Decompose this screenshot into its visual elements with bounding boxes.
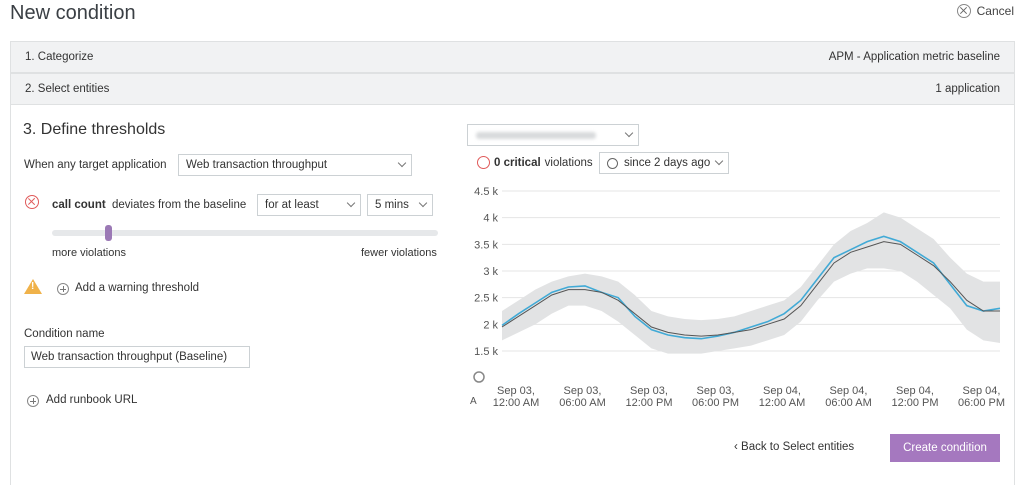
back-label: Back to Select entities [741, 441, 855, 453]
add-warning-link[interactable]: Add a warning threshold [75, 282, 200, 294]
chevron-down-icon [418, 198, 428, 208]
step-categorize[interactable]: 1. Categorize APM - Application metric b… [10, 41, 1015, 73]
target-label: When any target application [24, 159, 167, 171]
baseline-band [502, 212, 1000, 354]
rule-metric: call count [52, 199, 106, 211]
step-value: 1 application [935, 83, 1000, 95]
x-tick-label: 06:00 AM [825, 397, 871, 409]
rule-text: deviates from the baseline [112, 199, 247, 211]
chevron-down-icon [624, 128, 634, 138]
y-tick-label: 2 k [483, 319, 498, 331]
condition-name-label: Condition name [24, 328, 105, 340]
duration-value: 5 mins [375, 199, 409, 211]
y-tick-label: 4 k [483, 213, 498, 225]
x-tick-label: 12:00 PM [625, 397, 672, 409]
critical-icon [477, 156, 490, 169]
x-tick-label: Sep 03, [564, 385, 602, 397]
step-value: APM - Application metric baseline [828, 51, 1000, 63]
critical-icon [25, 195, 39, 209]
chevron-down-icon [397, 158, 407, 168]
create-condition-button[interactable]: Create condition [890, 434, 1000, 462]
y-tick-label: 4.5 k [474, 186, 498, 198]
loading-icon [473, 371, 485, 383]
thresholds-panel [10, 105, 1015, 485]
duration-mode-select[interactable]: for at least [257, 194, 361, 216]
add-icon[interactable] [57, 283, 69, 295]
x-tick-label: 12:00 PM [891, 397, 938, 409]
duration-mode-value: for at least [265, 199, 319, 211]
step-select-entities[interactable]: 2. Select entities 1 application [10, 73, 1015, 105]
x-tick-label: 12:00 AM [759, 397, 805, 409]
y-tick-label: 1.5 k [474, 346, 498, 358]
x-tick-label: 12:00 AM [493, 397, 539, 409]
chevron-down-icon [346, 198, 356, 208]
slider-right-label: fewer violations [361, 247, 437, 259]
back-button[interactable]: ‹ Back to Select entities [734, 441, 855, 453]
cancel-label: Cancel [976, 4, 1014, 18]
x-tick-label: Sep 03, [630, 385, 668, 397]
x-tick-label: Sep 03, [697, 385, 735, 397]
condition-name-value: Web transaction throughput (Baseline) [31, 351, 228, 363]
x-tick-label: Sep 04, [830, 385, 868, 397]
x-tick-label: 06:00 AM [559, 397, 605, 409]
x-tick-label: 06:00 PM [692, 397, 739, 409]
entity-select[interactable] [467, 124, 639, 146]
cancel-button[interactable]: Cancel [956, 4, 1014, 18]
add-runbook-link[interactable]: Add runbook URL [46, 394, 138, 406]
metric-select-value: Web transaction throughput [186, 159, 328, 171]
x-tick-label: Sep 04, [896, 385, 934, 397]
x-tick-label: 06:00 PM [958, 397, 1005, 409]
violations-suffix: violations [544, 156, 593, 169]
actual-series-line [501, 235, 1001, 340]
step-label: 1. Categorize [25, 51, 94, 63]
warning-icon [24, 279, 42, 294]
x-tick-cut-label: A [470, 396, 477, 407]
sensitivity-slider-track[interactable] [52, 230, 438, 236]
step-label: 2. Select entities [25, 83, 110, 95]
slider-left-label: more violations [52, 247, 126, 259]
sensitivity-slider-knob[interactable] [105, 225, 112, 241]
x-tick-label: Sep 03, [497, 385, 535, 397]
condition-name-input[interactable]: Web transaction throughput (Baseline) [24, 346, 250, 368]
baseline-series-line [501, 241, 1000, 337]
y-tick-label: 3 k [483, 266, 498, 278]
y-tick-label: 2.5 k [474, 293, 498, 305]
since-select[interactable]: since 2 days ago [599, 152, 729, 174]
x-tick-label: Sep 04, [763, 385, 801, 397]
add-icon[interactable] [27, 395, 39, 407]
thresholds-heading: 3. Define thresholds [23, 121, 166, 138]
metric-select[interactable]: Web transaction throughput [178, 154, 412, 176]
close-icon [956, 4, 971, 18]
clock-icon [607, 158, 618, 169]
chevron-down-icon [714, 156, 724, 166]
x-tick-label: Sep 04, [963, 385, 1001, 397]
blurred-entity-name [476, 132, 596, 139]
since-value: since 2 days ago [624, 157, 711, 169]
y-tick-label: 3.5 k [474, 239, 498, 251]
violations-count: 0 critical [494, 156, 541, 169]
duration-select[interactable]: 5 mins [367, 194, 433, 216]
violations-summary: 0 critical violations [477, 156, 593, 169]
page-title: New condition [10, 2, 136, 24]
